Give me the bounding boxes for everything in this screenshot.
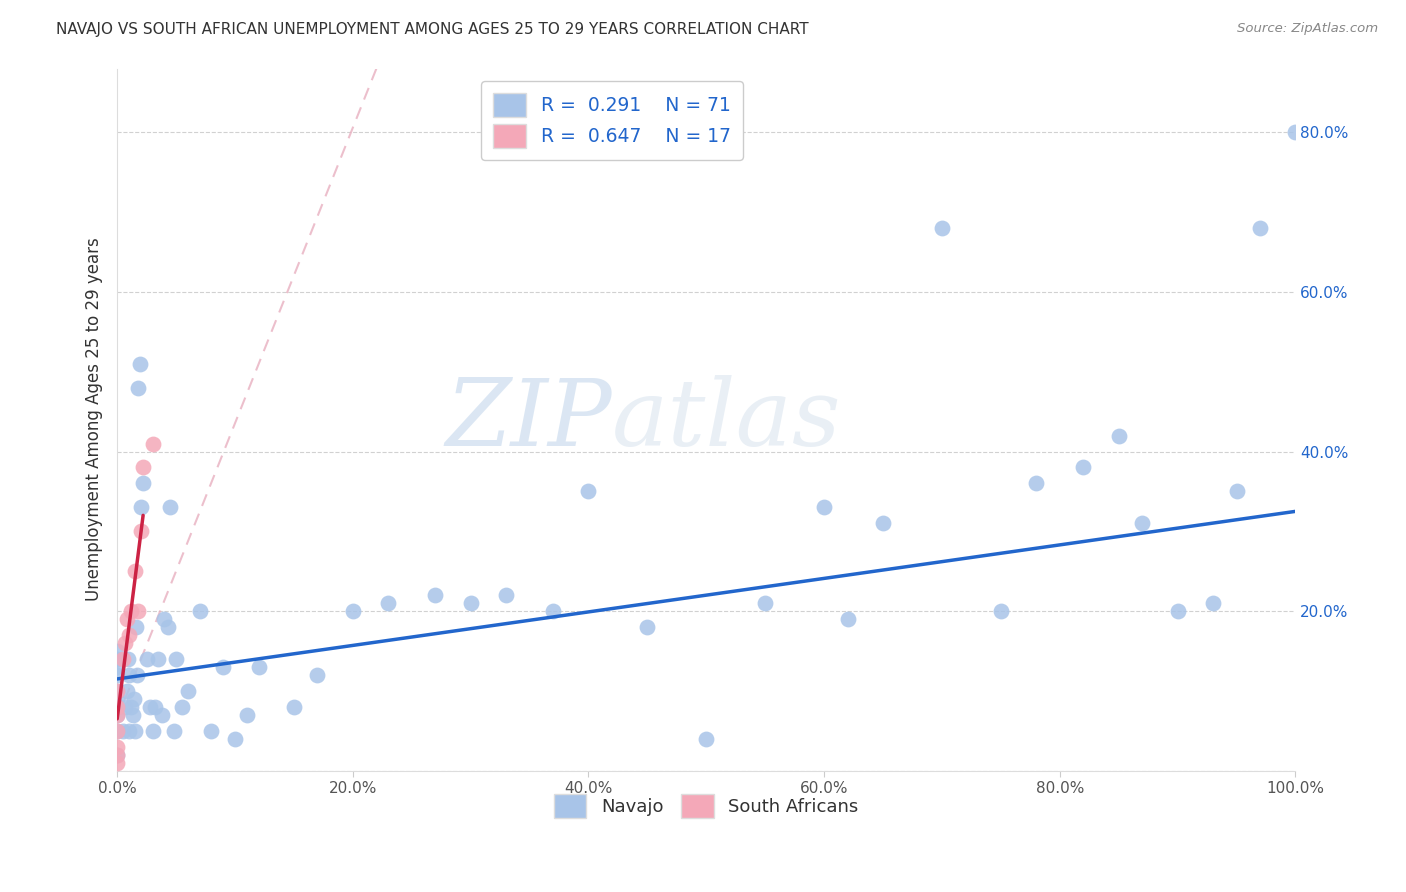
Point — [132, 460, 155, 475]
Legend: Navajo, South Africans: Navajo, South Africans — [547, 788, 866, 825]
Point — [129, 524, 152, 539]
Point — [283, 699, 305, 714]
Point — [105, 691, 128, 706]
Point — [200, 723, 222, 738]
Point — [425, 588, 447, 602]
Y-axis label: Unemployment Among Ages 25 to 29 years: Unemployment Among Ages 25 to 29 years — [86, 238, 103, 601]
Point — [1167, 604, 1189, 618]
Point — [931, 221, 953, 235]
Point — [105, 747, 128, 762]
Point — [105, 684, 128, 698]
Point — [105, 723, 128, 738]
Point — [1073, 460, 1095, 475]
Point — [342, 604, 364, 618]
Point — [224, 731, 246, 746]
Point — [105, 699, 128, 714]
Point — [163, 723, 186, 738]
Point — [695, 731, 717, 746]
Point — [105, 684, 128, 698]
Point — [143, 699, 166, 714]
Point — [128, 357, 150, 371]
Point — [129, 500, 152, 515]
Point — [125, 620, 148, 634]
Point — [541, 604, 564, 618]
Point — [156, 620, 179, 634]
Point — [148, 652, 170, 666]
Point — [105, 747, 128, 762]
Point — [150, 707, 173, 722]
Point — [460, 596, 482, 610]
Point — [377, 596, 399, 610]
Point — [115, 684, 138, 698]
Point — [872, 516, 894, 531]
Point — [236, 707, 259, 722]
Point — [127, 381, 149, 395]
Point — [114, 636, 136, 650]
Point — [122, 691, 145, 706]
Point — [105, 707, 128, 722]
Point — [105, 652, 128, 666]
Point — [120, 699, 142, 714]
Text: ZIP: ZIP — [446, 375, 612, 465]
Point — [165, 652, 187, 666]
Point — [105, 644, 128, 658]
Point — [112, 652, 135, 666]
Point — [105, 699, 128, 714]
Point — [1025, 476, 1047, 491]
Point — [495, 588, 517, 602]
Point — [754, 596, 776, 610]
Point — [105, 660, 128, 674]
Point — [117, 652, 139, 666]
Point — [105, 707, 128, 722]
Point — [636, 620, 658, 634]
Point — [132, 476, 155, 491]
Text: Source: ZipAtlas.com: Source: ZipAtlas.com — [1237, 22, 1378, 36]
Point — [127, 668, 149, 682]
Point — [121, 707, 143, 722]
Point — [1249, 221, 1271, 235]
Point — [159, 500, 181, 515]
Point — [141, 436, 163, 450]
Point — [1108, 428, 1130, 442]
Point — [170, 699, 193, 714]
Point — [115, 612, 138, 626]
Text: atlas: atlas — [612, 375, 842, 465]
Point — [212, 660, 235, 674]
Point — [1284, 125, 1306, 139]
Text: NAVAJO VS SOUTH AFRICAN UNEMPLOYMENT AMONG AGES 25 TO 29 YEARS CORRELATION CHART: NAVAJO VS SOUTH AFRICAN UNEMPLOYMENT AMO… — [56, 22, 808, 37]
Point — [1202, 596, 1225, 610]
Point — [177, 684, 200, 698]
Point — [118, 628, 141, 642]
Point — [124, 723, 146, 738]
Point — [1225, 484, 1247, 499]
Point — [1130, 516, 1153, 531]
Point — [105, 668, 128, 682]
Point — [118, 668, 141, 682]
Point — [114, 699, 136, 714]
Point — [118, 723, 141, 738]
Point — [837, 612, 859, 626]
Point — [307, 668, 329, 682]
Point — [120, 604, 142, 618]
Point — [124, 564, 146, 578]
Point — [105, 739, 128, 754]
Point — [247, 660, 270, 674]
Point — [139, 699, 162, 714]
Point — [153, 612, 176, 626]
Point — [188, 604, 211, 618]
Point — [112, 723, 135, 738]
Point — [127, 604, 149, 618]
Point — [813, 500, 835, 515]
Point — [578, 484, 600, 499]
Point — [105, 723, 128, 738]
Point — [135, 652, 157, 666]
Point — [990, 604, 1012, 618]
Point — [105, 756, 128, 770]
Point — [141, 723, 163, 738]
